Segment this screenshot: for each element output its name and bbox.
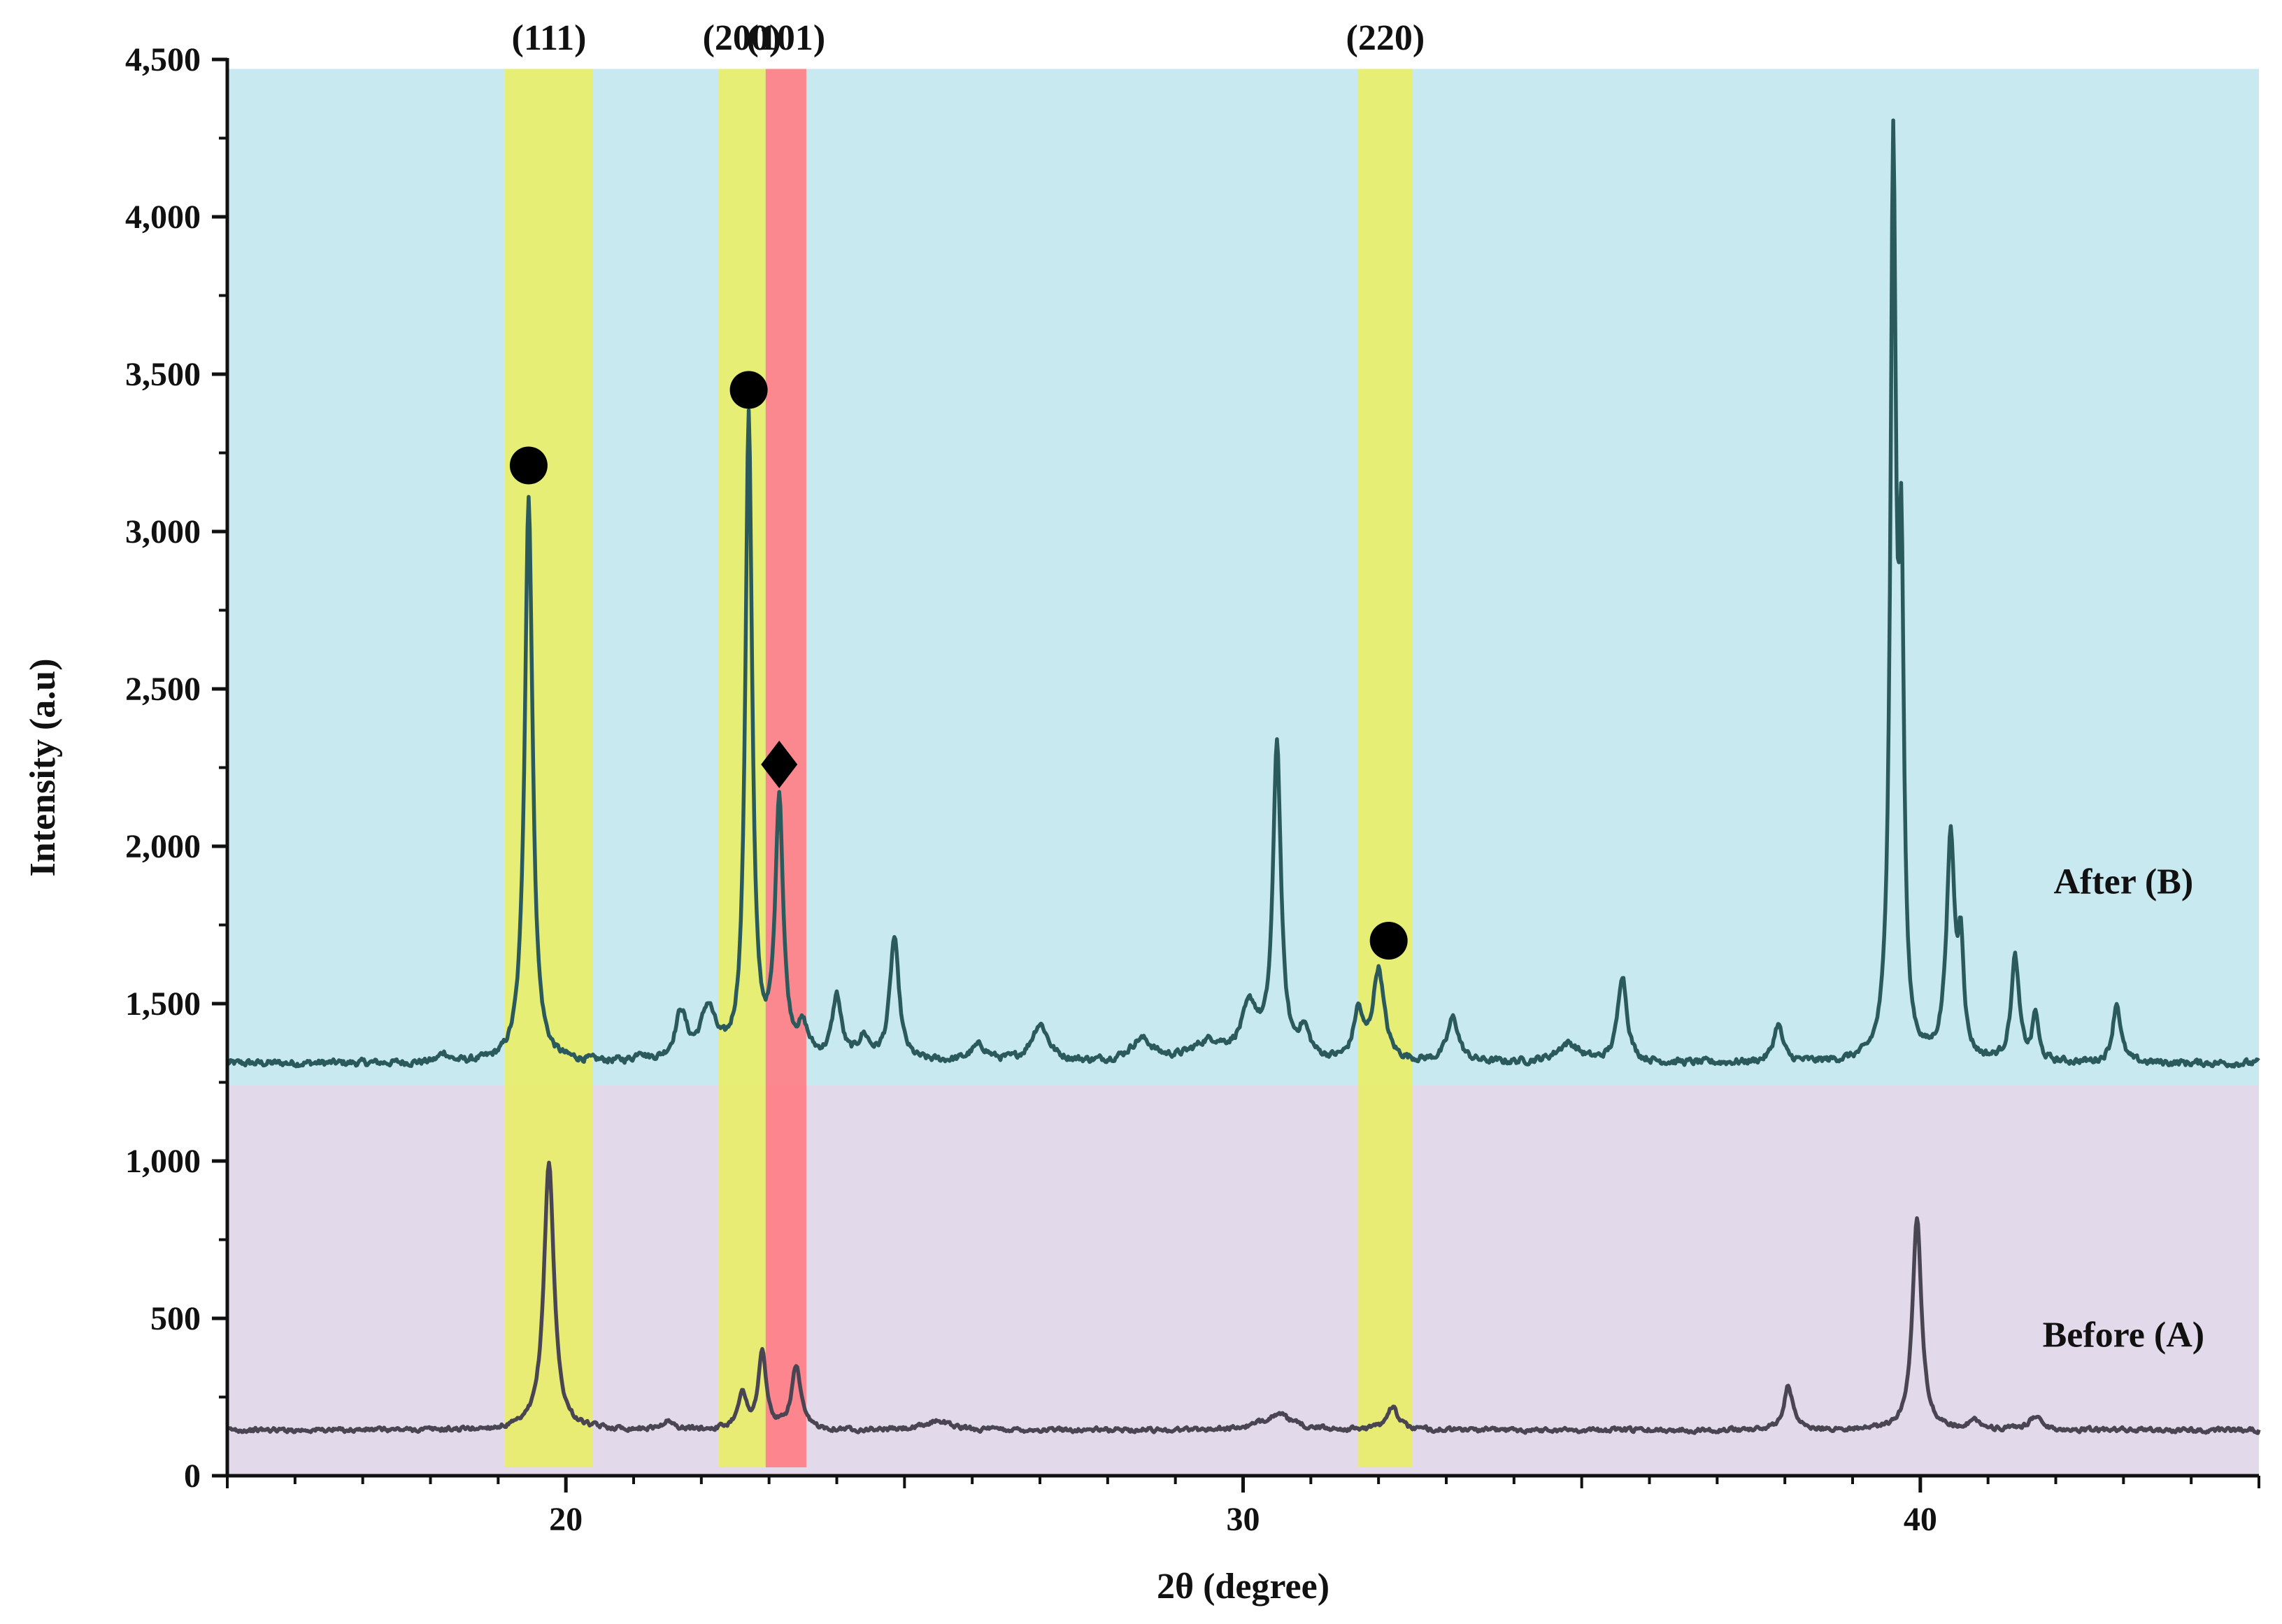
circle-marker-2 <box>729 371 768 409</box>
y-tick-label: 2,000 <box>125 828 201 865</box>
x-tick-label: 30 <box>1227 1501 1260 1538</box>
y-tick-label: 4,000 <box>125 199 201 236</box>
band-label-2: (200) <box>703 18 782 58</box>
band-1 <box>505 69 593 1467</box>
circle-marker-4 <box>1369 922 1408 960</box>
series-line-1 <box>225 118 2260 1069</box>
y-tick-label: 500 <box>150 1300 201 1337</box>
y-tick-label: 2,500 <box>125 671 201 708</box>
series-label-2: Before (A) <box>2043 1316 2205 1355</box>
circle-marker-1 <box>509 446 548 485</box>
y-tick-label: 3,500 <box>125 356 201 393</box>
chart-labels: 2θ (degree) Intensity (a.u) <box>23 658 1329 1607</box>
axes: 0 500 1,000 1,500 2,000 2,500 3,000 3,500 4,000 4… <box>125 41 2260 1538</box>
series-lines: After (B) Before (A) <box>225 118 2261 1435</box>
x-axis-title: 2θ (degree) <box>1157 1567 1329 1607</box>
band-label-3: (101) <box>747 18 826 58</box>
y-tick-label: 0 <box>184 1458 201 1495</box>
y-tick-label: 1,500 <box>125 985 201 1023</box>
y-tick-label: 4,500 <box>125 41 201 78</box>
y-tick-label: 1,000 <box>125 1143 201 1180</box>
band-label-4: (220) <box>1346 18 1425 58</box>
x-tick-label: 40 <box>1904 1501 1937 1538</box>
y-axis-title: Intensity (a.u) <box>23 658 63 876</box>
y-tick-label: 3,000 <box>125 513 201 550</box>
band-label-1: (111) <box>512 18 587 58</box>
series-label-1: After (B) <box>2053 862 2193 902</box>
band-2 <box>718 69 766 1467</box>
series-line-2 <box>226 1160 2261 1435</box>
band-4 <box>1358 69 1413 1467</box>
highlight-bands: (111) (200)(101) (220) <box>505 18 1425 1467</box>
x-tick-label: 20 <box>549 1501 583 1538</box>
diamond-marker-3 <box>761 741 798 788</box>
peak-markers <box>509 371 1408 960</box>
